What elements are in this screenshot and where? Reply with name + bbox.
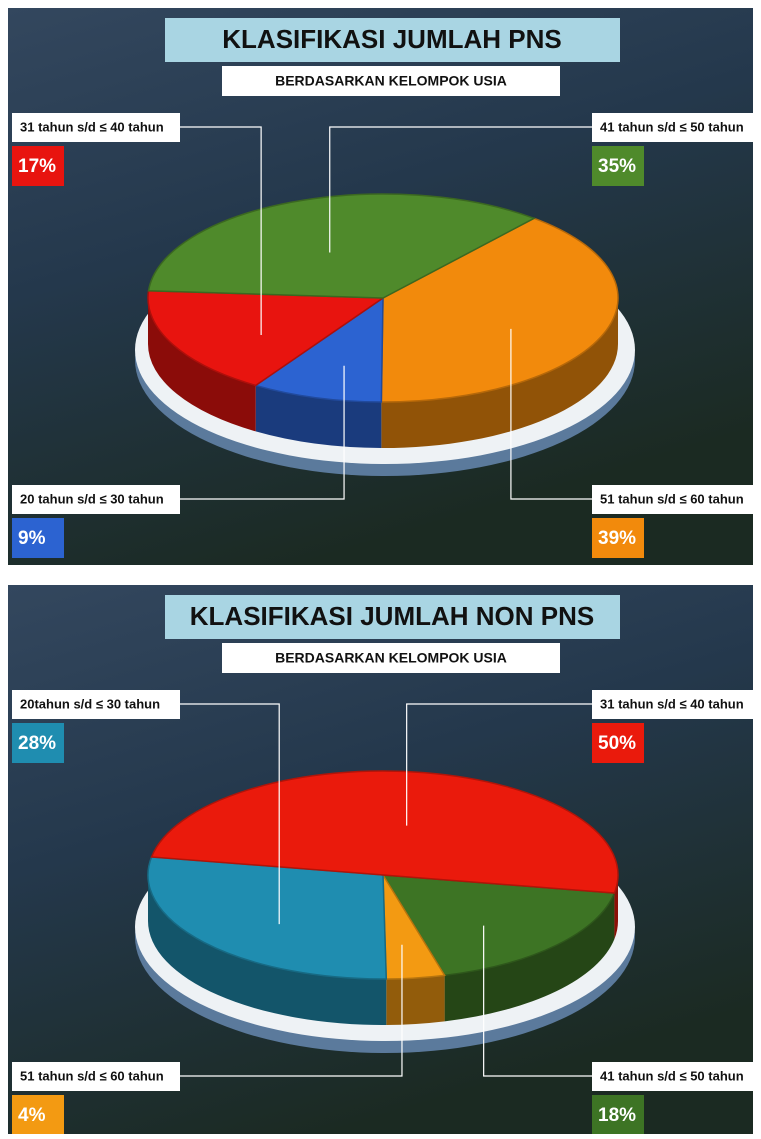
category-label: 41 tahun s/d ≤ 50 tahun [600, 119, 744, 134]
category-label: 51 tahun s/d ≤ 60 tahun [20, 1068, 164, 1083]
category-label: 20 tahun s/d ≤ 30 tahun [20, 491, 164, 506]
value-label: 35% [598, 156, 636, 177]
category-label: 51 tahun s/d ≤ 60 tahun [600, 491, 744, 506]
infographic: KLASIFIKASI JUMLAH PNS BERDASARKAN KELOMP… [0, 0, 761, 1134]
chart-title: KLASIFIKASI JUMLAH PNS [222, 24, 561, 54]
slice-side [386, 975, 444, 1025]
category-label: 31 tahun s/d ≤ 40 tahun [20, 119, 164, 134]
category-label: 41 tahun s/d ≤ 50 tahun [600, 1068, 744, 1083]
category-label: 31 tahun s/d ≤ 40 tahun [600, 696, 744, 711]
chart-title: KLASIFIKASI JUMLAH NON PNS [190, 601, 594, 631]
chart-subtitle: BERDASARKAN KELOMPOK USIA [275, 650, 507, 666]
value-label: 39% [598, 528, 636, 549]
value-label: 17% [18, 156, 56, 177]
value-label: 4% [18, 1105, 46, 1126]
value-label: 18% [598, 1105, 636, 1126]
slice-tops [148, 194, 618, 402]
value-label: 50% [598, 733, 636, 754]
value-label: 28% [18, 733, 56, 754]
slice-tops [148, 771, 618, 979]
chart-subtitle: BERDASARKAN KELOMPOK USIA [275, 73, 507, 89]
category-label: 20tahun s/d ≤ 30 tahun [20, 696, 160, 711]
value-label: 9% [18, 528, 46, 549]
